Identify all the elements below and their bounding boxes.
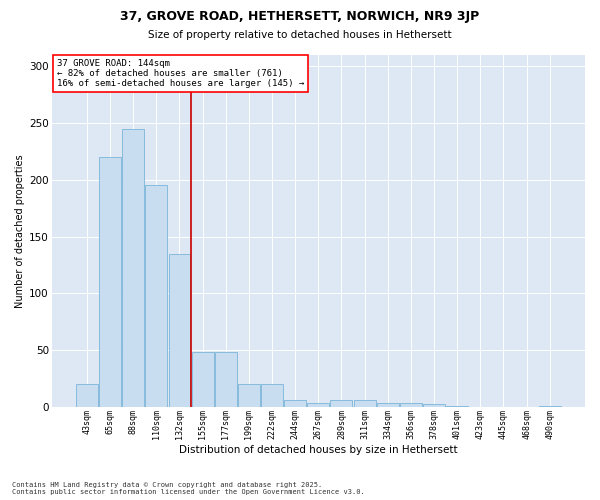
Bar <box>331 400 352 406</box>
Bar <box>261 384 283 406</box>
Bar <box>307 404 329 406</box>
Bar <box>191 352 214 406</box>
Bar <box>423 404 445 406</box>
Bar <box>145 186 167 406</box>
Text: Size of property relative to detached houses in Hethersett: Size of property relative to detached ho… <box>148 30 452 40</box>
X-axis label: Distribution of detached houses by size in Hethersett: Distribution of detached houses by size … <box>179 445 458 455</box>
Text: Contains HM Land Registry data © Crown copyright and database right 2025.
Contai: Contains HM Land Registry data © Crown c… <box>12 482 365 495</box>
Bar <box>377 404 399 406</box>
Text: 37 GROVE ROAD: 144sqm
← 82% of detached houses are smaller (761)
16% of semi-det: 37 GROVE ROAD: 144sqm ← 82% of detached … <box>57 58 304 88</box>
Bar <box>238 384 260 406</box>
Bar <box>99 157 121 406</box>
Bar <box>215 352 237 406</box>
Bar <box>122 128 144 406</box>
Bar <box>353 400 376 406</box>
Bar <box>284 400 306 406</box>
Bar <box>400 404 422 406</box>
Bar <box>76 384 98 406</box>
Y-axis label: Number of detached properties: Number of detached properties <box>15 154 25 308</box>
Text: 37, GROVE ROAD, HETHERSETT, NORWICH, NR9 3JP: 37, GROVE ROAD, HETHERSETT, NORWICH, NR9… <box>121 10 479 23</box>
Bar <box>169 254 190 406</box>
